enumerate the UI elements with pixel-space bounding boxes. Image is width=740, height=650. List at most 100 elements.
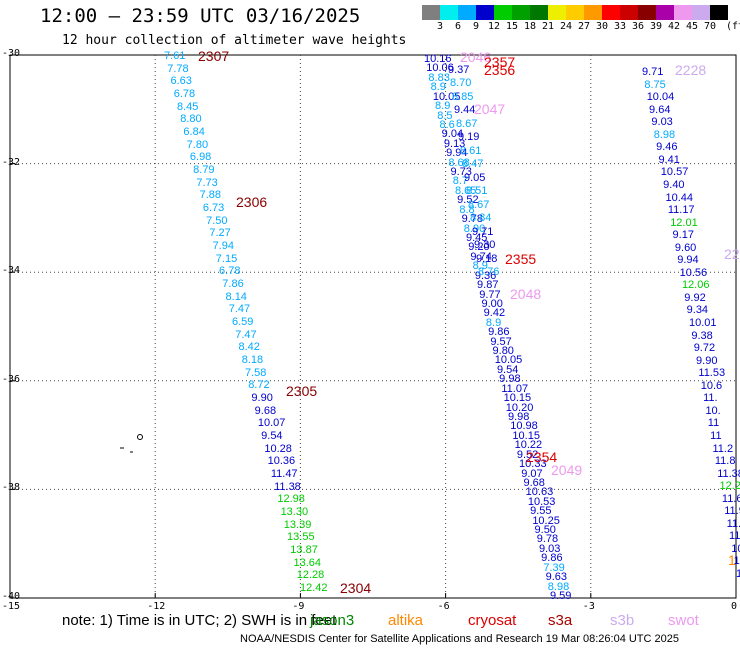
y-tick-label: -38	[2, 482, 21, 494]
x-tick-label: -12	[147, 601, 166, 612]
wave-height-label: 10.01	[689, 317, 717, 329]
hour-label: 2306	[236, 194, 268, 210]
wave-height-label: 9.03	[651, 116, 673, 129]
wave-height-label: 10.15	[503, 392, 532, 405]
wave-height-label: 9.94	[677, 254, 699, 267]
x-tick-label: 0	[731, 601, 738, 612]
wave-height-label: 10.22	[514, 439, 543, 452]
wave-height-label: 8.5	[437, 109, 453, 122]
wave-height-label: 9.60	[674, 241, 697, 254]
wave-height-label: 7.78	[167, 62, 189, 75]
hour-label: 22	[724, 246, 740, 262]
hour-label: 2046	[460, 49, 492, 65]
wave-height-label: 9.19	[458, 131, 480, 144]
wave-height-label: 7.47	[235, 328, 257, 341]
plot-frame	[9, 54, 737, 599]
wave-height-label: 7.47	[228, 303, 251, 316]
wave-height-label: 11.17	[667, 204, 695, 217]
wave-height-label: 9.64	[649, 103, 671, 116]
wave-height-label: 13.55	[287, 531, 315, 544]
legend-tick-label: 39	[649, 21, 663, 32]
wave-height-label: 13.39	[283, 518, 312, 531]
wave-height-label: 6.78	[219, 265, 241, 278]
wave-height-label: 11.38	[717, 467, 740, 480]
wave-height-label: 10.16	[424, 53, 452, 65]
wave-height-label: 8.67	[456, 117, 478, 130]
wave-height-label: 11.66	[721, 492, 740, 505]
legend-swatch	[584, 5, 602, 20]
legend-tick-label: 21	[541, 21, 555, 32]
island-shape	[137, 434, 143, 440]
legend-swatch	[422, 5, 440, 20]
wave-height-label: 9.78	[536, 533, 559, 546]
wave-height-label: 8.6	[439, 118, 455, 131]
wave-height-label: 8.9	[485, 316, 502, 329]
wave-height-label: 12.28	[296, 569, 325, 582]
wave-height-label: 9.63	[545, 571, 567, 584]
hour-label: 2228	[675, 62, 707, 78]
wave-height-label: 10.90	[736, 568, 740, 580]
wave-height-label: 7.27	[209, 227, 231, 240]
wave-height-label: 10.06	[426, 62, 454, 75]
y-tick-label: -40	[2, 591, 21, 602]
wave-height-label: 11.8	[714, 455, 736, 468]
legend-swatch	[710, 5, 728, 20]
wave-height-label: 9.94	[446, 147, 468, 160]
wave-height-label: 9.98	[499, 373, 521, 386]
wave-height-label: 8.98	[653, 128, 676, 141]
legend-swatch	[566, 5, 584, 20]
wave-height-label: 9.40	[663, 178, 685, 191]
wave-height-label: 6.78	[173, 88, 196, 100]
wave-height-label: 6.73	[202, 202, 225, 214]
wave-height-label: 8.9	[472, 260, 488, 273]
hour-label: 2354	[526, 449, 558, 465]
legend-tick-label: 6	[454, 21, 462, 32]
wave-height-label: 10.	[705, 404, 721, 417]
wave-height-label: 9.68	[523, 476, 545, 489]
wave-height-label: 8.65	[454, 184, 477, 197]
wave-height-label: 10.6	[700, 379, 723, 392]
legend-tick-label: 9	[472, 21, 480, 32]
credit-line: NOAA/NESDIS Center for Satellite Applica…	[240, 633, 680, 645]
legend-swatch	[548, 5, 566, 20]
legend-swatch	[692, 5, 710, 20]
y-tick-label: -36	[2, 373, 21, 385]
wave-height-label: 9.36	[474, 269, 497, 282]
wave-height-label: 12.98	[277, 493, 305, 506]
legend-swatch	[620, 5, 638, 20]
wave-height-label: 11.94	[724, 505, 740, 518]
wave-height-label: 7.50	[206, 214, 228, 227]
legend-tick-label: 33	[613, 21, 627, 32]
legend-tick-label: 45	[685, 21, 699, 32]
satellite-name: altika	[388, 612, 424, 629]
wave-height-label: 12.06	[681, 279, 710, 292]
wave-height-label: 10.25	[532, 514, 560, 527]
wave-height-label: 9.45	[466, 232, 488, 244]
wave-height-label: 7.86	[222, 278, 244, 290]
wave-height-label: 12.42	[300, 582, 328, 594]
wave-height-label: 13.64	[293, 556, 322, 569]
wave-height-label: 9.04	[441, 128, 464, 141]
wave-height-label: 9.54	[261, 430, 283, 442]
wave-height-label: 9.57	[490, 335, 512, 348]
wave-height-label: 11.47	[270, 468, 298, 480]
wave-height-label: 10.57	[660, 166, 689, 179]
wave-height-label: 10.05	[432, 90, 461, 103]
wave-height-label: 9.20	[468, 241, 490, 254]
legend-swatch	[458, 5, 476, 20]
wave-height-label: 9.92	[684, 291, 706, 304]
legend-tick-label: 70	[703, 21, 717, 32]
legend-tick-label: 24	[559, 21, 573, 32]
wave-height-label: 8.68	[448, 156, 470, 169]
hour-label: 2357	[484, 54, 516, 70]
hour-label: 2355	[505, 251, 537, 267]
wave-height-label: 8.98	[547, 580, 570, 593]
wave-height-label: 8.18	[241, 354, 264, 366]
wave-height-label: 11	[710, 429, 722, 442]
hour-label: 2305	[286, 383, 318, 399]
wave-height-label: 9.44	[454, 104, 476, 117]
wave-height-label: 12.23	[719, 480, 740, 493]
wave-height-label: 9.86	[541, 552, 563, 565]
wave-height-label: 10.44	[665, 191, 694, 204]
